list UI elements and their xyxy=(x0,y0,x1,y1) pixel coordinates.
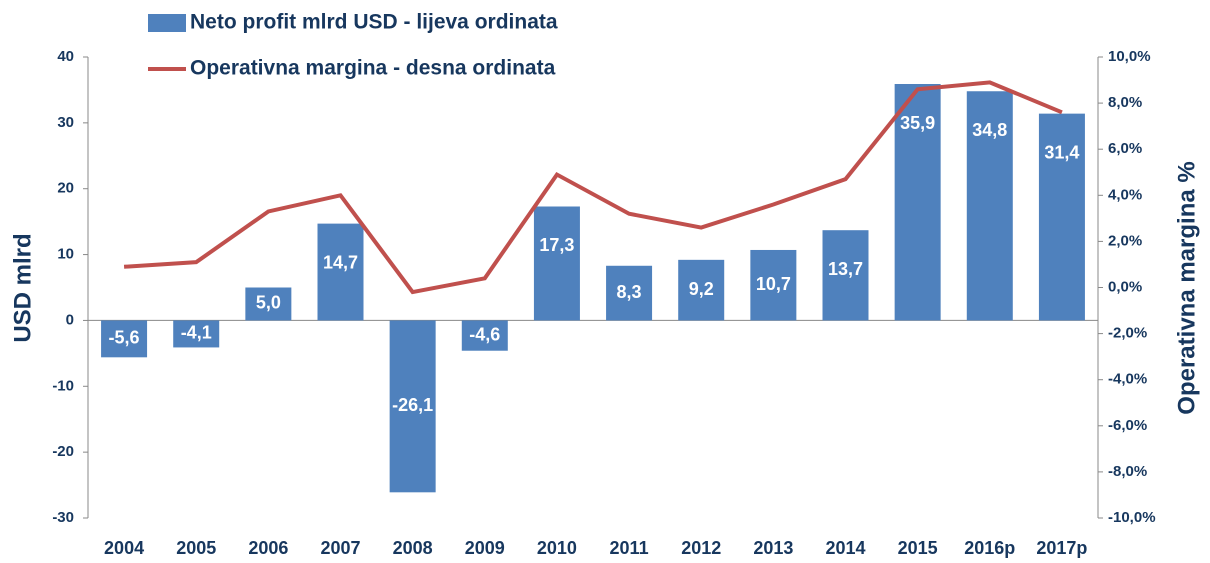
bar-label: 5,0 xyxy=(256,293,281,313)
bar xyxy=(245,287,292,321)
y2-tick-label: 10,0% xyxy=(1108,48,1151,65)
x-tick-label: 2004 xyxy=(104,538,144,558)
bar-label: -26,1 xyxy=(392,395,433,415)
x-tick-label: 2009 xyxy=(465,538,505,558)
bar-label: -4,1 xyxy=(181,323,212,343)
bar-label: 8,3 xyxy=(617,282,642,302)
legend-label: Neto profit mlrd USD - lijeva ordinata xyxy=(190,11,558,34)
y2-tick-label: 6,0% xyxy=(1108,140,1142,157)
y2-tick-label: 8,0% xyxy=(1108,94,1142,111)
x-tick-label: 2013 xyxy=(753,538,793,558)
bar-label: 10,7 xyxy=(756,274,791,294)
y2-tick-label: 0,0% xyxy=(1108,278,1142,295)
bar xyxy=(966,91,1013,321)
line xyxy=(123,80,1063,295)
bar xyxy=(894,84,941,321)
x-tick-label: 2016p xyxy=(964,538,1015,558)
bar-label: 13,7 xyxy=(828,259,863,279)
y2-tick-label: -8,0% xyxy=(1108,463,1147,480)
bar-label: 34,8 xyxy=(972,120,1007,140)
y-tick-label: -20 xyxy=(52,443,74,460)
x-tick-label: 2017p xyxy=(1036,538,1087,558)
bar-label: -4,6 xyxy=(469,324,500,344)
bar xyxy=(750,249,797,321)
bar xyxy=(389,320,436,493)
y2-tick-label: 2,0% xyxy=(1108,232,1142,249)
x-tick-label: 2010 xyxy=(537,538,577,558)
y-tick-label: 20 xyxy=(57,180,74,197)
y2-tick-label: -2,0% xyxy=(1108,325,1147,342)
y2-tick-label: 4,0% xyxy=(1108,186,1142,203)
bar xyxy=(461,320,508,351)
y2-tick-label: -4,0% xyxy=(1108,371,1147,388)
x-tick-label: 2005 xyxy=(176,538,216,558)
x-tick-label: 2007 xyxy=(320,538,360,558)
y-tick-label: -10 xyxy=(52,377,74,394)
x-tick-label: 2006 xyxy=(248,538,288,558)
y2-tick-label: -10,0% xyxy=(1108,509,1156,526)
bar xyxy=(678,259,725,321)
x-tick-label: 2012 xyxy=(681,538,721,558)
y-axis-title: USD mlrd xyxy=(9,233,36,342)
bar xyxy=(317,223,364,321)
bar-label: 35,9 xyxy=(900,113,935,133)
y2-axis-title: Operativna margina % xyxy=(1173,161,1200,414)
bar-label: 17,3 xyxy=(539,235,574,255)
bar-label: 31,4 xyxy=(1044,142,1079,162)
bar-label: 14,7 xyxy=(323,252,358,272)
bar-label: 9,2 xyxy=(689,279,714,299)
y-tick-label: 10 xyxy=(57,246,74,263)
bar xyxy=(173,320,220,348)
legend-swatch xyxy=(148,14,186,32)
legend-label: Operativna margina - desna ordinata xyxy=(190,57,556,80)
bar xyxy=(101,320,148,358)
x-tick-label: 2014 xyxy=(825,538,865,558)
y2-tick-label: -6,0% xyxy=(1108,417,1147,434)
x-tick-label: 2011 xyxy=(610,538,649,558)
bar xyxy=(1038,113,1085,321)
bar xyxy=(533,206,580,321)
bar xyxy=(606,265,653,321)
bar xyxy=(822,230,869,321)
y-tick-label: -30 xyxy=(52,509,74,526)
y-tick-label: 40 xyxy=(57,48,74,65)
x-tick-label: 2008 xyxy=(393,538,433,558)
y-tick-label: 30 xyxy=(57,114,74,131)
y-tick-label: 0 xyxy=(66,311,74,328)
x-tick-label: 2015 xyxy=(898,538,938,558)
bar-label: -5,6 xyxy=(109,328,140,348)
